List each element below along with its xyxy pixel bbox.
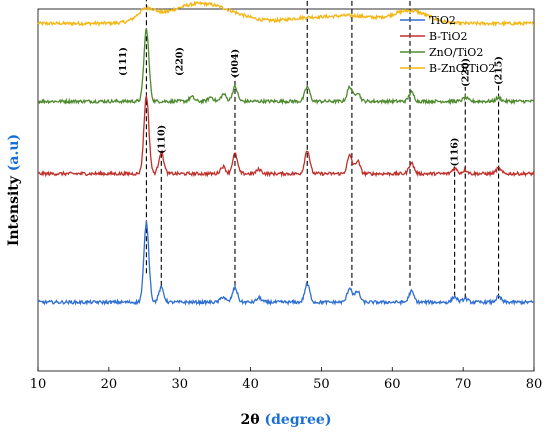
- series-layer: [37, 0, 535, 307]
- legend-label: B-ZnO/TiO2: [429, 62, 495, 75]
- peak-label: (116): [450, 138, 461, 167]
- series-line-0: [37, 220, 535, 307]
- peak-label: (004): [230, 49, 241, 78]
- x-tick-label: 30: [171, 377, 188, 392]
- series-line-1: [37, 93, 535, 178]
- x-tick-label: 10: [30, 377, 47, 392]
- x-axis-title-main: 2θ: [241, 412, 260, 428]
- peak-label: (111): [118, 47, 129, 76]
- y-axis-title-main: Intensity: [6, 175, 22, 246]
- series-line-3: [37, 0, 534, 28]
- x-axis-title-unit: (degree): [265, 412, 332, 428]
- legend-label: B-TiO2: [429, 30, 467, 43]
- peak-label: (220): [175, 47, 186, 76]
- x-axis-ticks: 10 20 30 40 50 60 70 80: [30, 367, 543, 392]
- peak-label: (215): [494, 56, 505, 85]
- x-tick-label: 50: [313, 377, 330, 392]
- series-line-2: [37, 28, 535, 106]
- x-tick-label: 70: [455, 377, 472, 392]
- peak-guide-layer: [145, 0, 500, 299]
- legend: TiO2 B-TiO2 ZnO/TiO2 B-ZnO/TiO2: [400, 14, 495, 75]
- x-tick-label: 60: [384, 377, 401, 392]
- x-axis-title: 2θ (degree): [241, 412, 332, 428]
- legend-label: ZnO/TiO2: [429, 46, 483, 59]
- x-tick-label: 40: [242, 377, 259, 392]
- x-tick-label: 20: [101, 377, 118, 392]
- peak-label-layer: (101)(111)(220)(004)(110)(200)(105)(204)…: [118, 47, 505, 167]
- y-axis-title-unit: (a.u): [6, 134, 22, 171]
- x-tick-label: 80: [526, 377, 543, 392]
- legend-label: TiO2: [429, 14, 456, 27]
- peak-label: (110): [156, 125, 167, 154]
- y-axis-title: Intensity (a.u): [6, 134, 22, 246]
- peak-label: (220): [460, 58, 471, 87]
- plot-frame: [37, 8, 535, 372]
